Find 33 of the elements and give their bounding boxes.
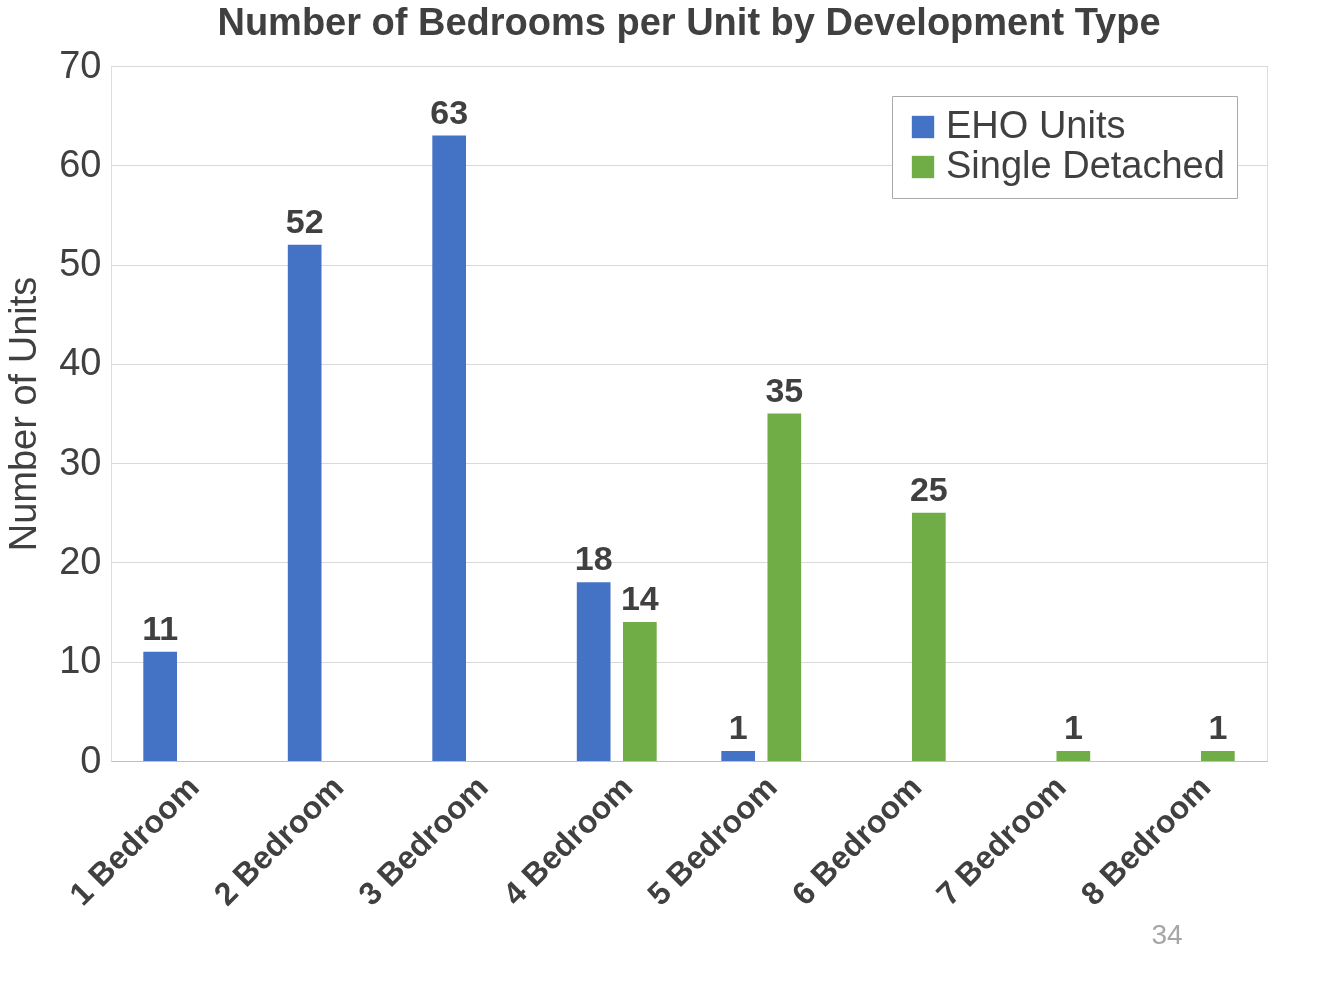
data-label: 11	[142, 608, 179, 647]
bar	[1200, 751, 1235, 761]
bar	[576, 582, 611, 761]
y-tick-label: 30	[59, 440, 102, 483]
y-tick-label: 70	[59, 43, 102, 86]
legend-label: Single Detached	[946, 144, 1225, 186]
data-label: 1	[1063, 708, 1083, 747]
text: 34	[1151, 919, 1183, 950]
data-label: 1	[1208, 708, 1228, 747]
bar	[143, 651, 178, 761]
y-tick-label: 40	[59, 341, 102, 384]
bar	[622, 622, 657, 761]
bar	[1056, 751, 1091, 761]
bar	[767, 413, 802, 761]
y-tick-label: 0	[80, 738, 102, 781]
data-label: 25	[909, 469, 948, 508]
data-label: 52	[285, 201, 324, 240]
bar	[721, 751, 756, 761]
y-axis-title: Number of Units	[2, 276, 45, 552]
data-label: 1	[728, 708, 748, 747]
bar	[911, 512, 946, 761]
data-label: 63	[430, 92, 469, 131]
y-tick-label: 50	[59, 242, 102, 285]
bar	[432, 135, 467, 761]
data-label: 18	[574, 539, 613, 578]
data-label: 14	[620, 579, 659, 617]
legend-label: EHO Units	[946, 104, 1126, 146]
y-tick-label: 10	[59, 639, 102, 682]
y-tick-label: 20	[59, 539, 102, 582]
bar	[287, 244, 322, 761]
chart-title: Number of Bedrooms per Unit by Development Type	[217, 1, 1161, 43]
y-tick-label: 60	[59, 142, 102, 185]
data-label: 35	[765, 370, 804, 409]
